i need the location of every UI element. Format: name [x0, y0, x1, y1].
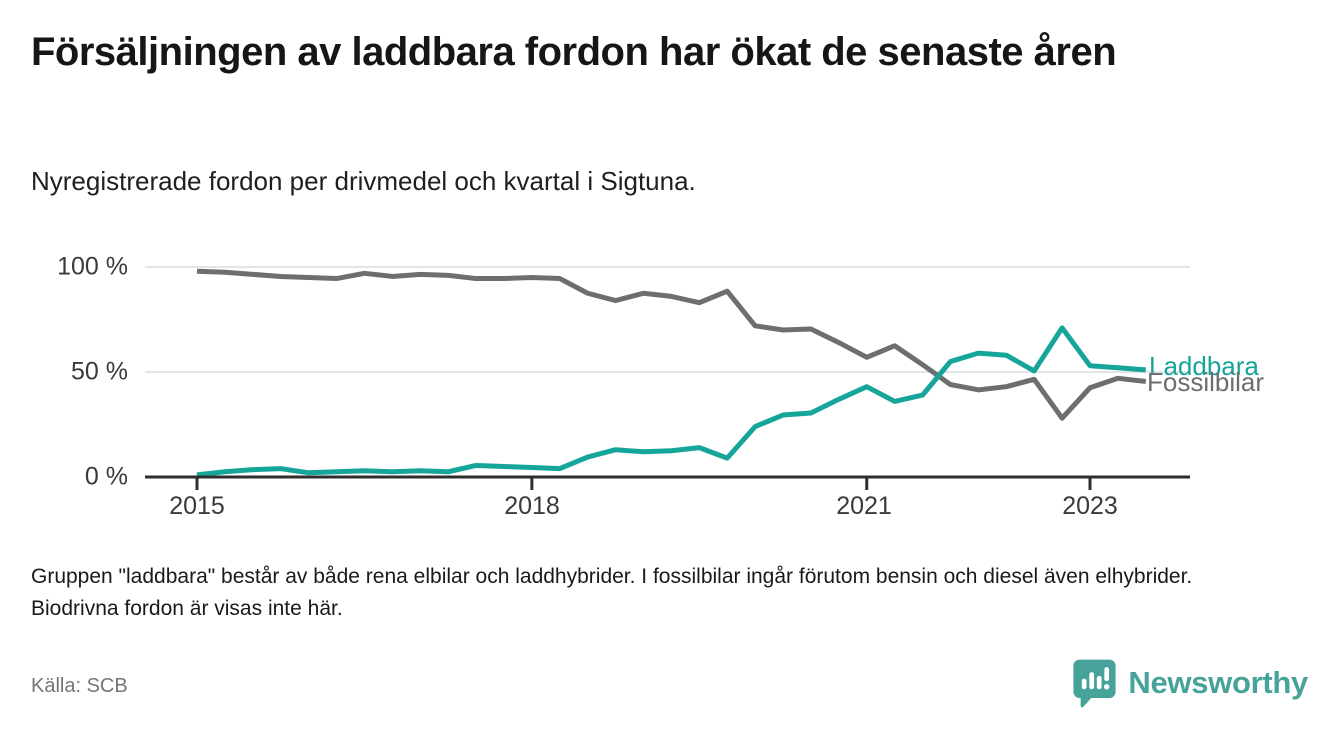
bar-chart-speech-bubble-icon [1073, 659, 1116, 708]
newsworthy-logo-text: Newsworthy [1128, 665, 1308, 700]
chart-canvas [145, 266, 1190, 490]
page-title: Försäljningen av laddbara fordon har öka… [31, 30, 1117, 74]
series-label-fossilbilar: Fossilbilar [1147, 367, 1265, 397]
x-axis-label-2021: 2021 [836, 492, 892, 520]
series-label-laddbara: Laddbara [1149, 351, 1259, 381]
x-axis-label-2015: 2015 [169, 492, 225, 520]
newsworthy-logo: Newsworthy [1072, 658, 1308, 708]
line-chart: 0 % 50 % 100 % 2015 2018 2021 2023 Laddb… [0, 240, 1340, 540]
y-axis-label-100: 100 % [57, 252, 128, 281]
source-label: Källa: SCB [31, 675, 128, 697]
chart-footnote: Gruppen "laddbara" består av både rena e… [31, 565, 1193, 620]
y-axis-label-50: 50 % [71, 357, 128, 386]
x-axis-label-2023: 2023 [1062, 492, 1118, 520]
line-laddbara [196, 325, 1147, 478]
x-axis-label-2018: 2018 [504, 492, 560, 520]
y-axis-label-0: 0 % [84, 462, 128, 491]
line-fossilbilar [196, 268, 1147, 421]
chart-subtitle: Nyregistrerade fordon per drivmedel och … [31, 166, 696, 196]
